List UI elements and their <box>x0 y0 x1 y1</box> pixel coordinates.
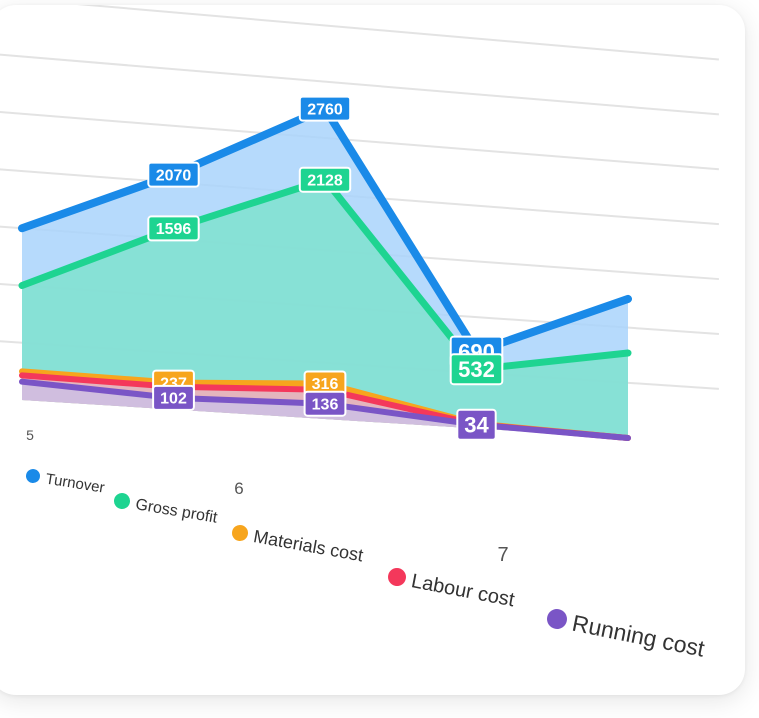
data-label-box <box>152 384 195 411</box>
data-label-box <box>456 408 497 441</box>
legend-item-gross-profit[interactable]: Gross profit <box>112 492 219 527</box>
legend-marker <box>232 525 248 541</box>
data-label-box <box>298 166 352 193</box>
x-tick-label: 6 <box>234 479 243 498</box>
data-label-text: 102 <box>160 391 187 408</box>
x-axis-ticks: 5 6 7 <box>26 427 508 566</box>
gridline <box>76 5 719 61</box>
data-label-gross-profit: 2128 <box>298 166 352 193</box>
legend-label: Running cost <box>570 610 707 662</box>
legend-item-materials-cost[interactable]: Materials cost <box>230 522 365 565</box>
data-label-text: 1596 <box>156 221 192 238</box>
data-label-turnover: 2070 <box>147 161 200 188</box>
legend-marker <box>26 469 41 483</box>
data-label-box <box>449 353 504 386</box>
data-label-materials-cost: 316 <box>303 370 347 397</box>
data-label-text: 2760 <box>307 101 343 118</box>
legend-label: Gross profit <box>134 496 219 527</box>
legend-label: Materials cost <box>252 526 365 565</box>
data-label-turnover: 2760 <box>298 95 352 122</box>
data-label-gross-profit: 1596 <box>147 215 200 242</box>
data-label-box <box>147 161 200 188</box>
data-label-running-cost: 102 <box>152 384 195 411</box>
data-label-text: 136 <box>312 396 339 413</box>
x-tick-label: 5 <box>26 427 34 443</box>
gridline <box>0 53 719 116</box>
data-label-text: 2070 <box>156 167 192 184</box>
data-label-text: 316 <box>312 376 339 393</box>
gridline <box>0 110 719 171</box>
data-label-running-cost: 34 <box>456 408 497 441</box>
x-tick-label: 7 <box>497 544 508 566</box>
data-label-box <box>303 390 347 417</box>
legend-label: Turnover <box>44 471 105 497</box>
data-label-box <box>147 215 200 242</box>
legend-marker <box>114 493 130 509</box>
legend-label: Labour cost <box>409 570 516 611</box>
legend-marker <box>547 609 567 629</box>
data-label-text: 34 <box>464 413 489 438</box>
legend-item-labour-cost[interactable]: Labour cost <box>386 566 517 612</box>
data-label-box <box>298 95 352 122</box>
legend-item-running-cost[interactable]: Running cost <box>545 605 708 662</box>
data-label-gross-profit: 532 <box>449 353 504 386</box>
legend-item-turnover[interactable]: Turnover <box>25 467 106 497</box>
data-label-text: 532 <box>458 357 495 382</box>
legend: Turnover Gross profit Materials cost Labour… <box>25 467 708 662</box>
data-label-running-cost: 136 <box>303 390 347 417</box>
legend-marker <box>388 568 406 586</box>
data-label-text: 2128 <box>307 172 343 189</box>
